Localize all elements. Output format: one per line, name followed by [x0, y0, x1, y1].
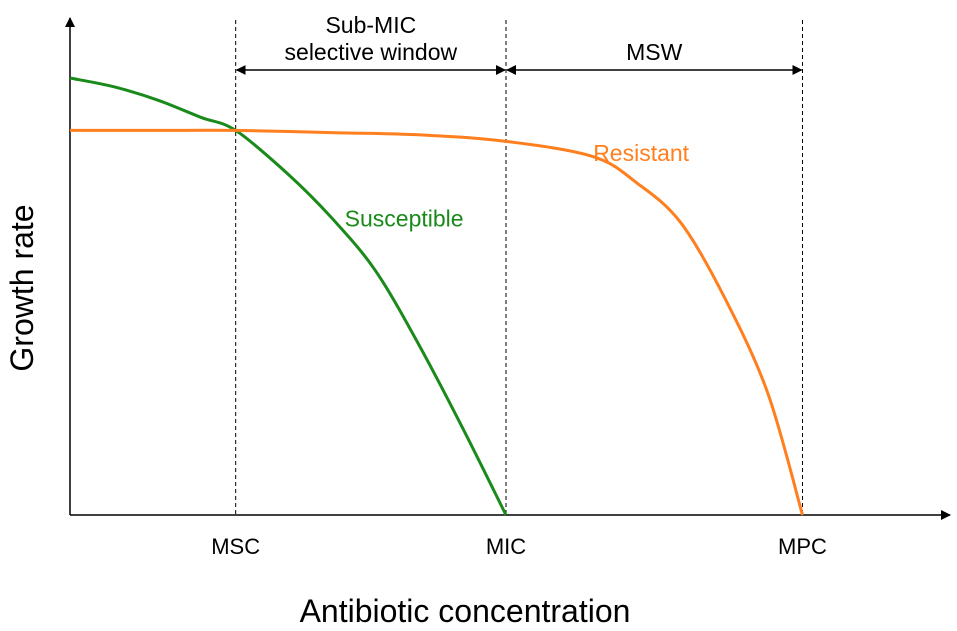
region-label-0-line-0: Sub-MIC: [325, 12, 416, 38]
tick-labels: MSC MIC MPC: [211, 534, 827, 559]
tick-label-msc: MSC: [211, 534, 260, 559]
series-label-susceptible: Susceptible: [345, 206, 464, 232]
region-label-1-line-0: MSW: [626, 39, 683, 65]
x-axis-label: Antibiotic concentration: [300, 593, 631, 629]
series-line-resistant: [70, 128, 804, 516]
series-labels: Susceptible Resistant: [345, 140, 690, 232]
y-axis-label: Growth rate: [4, 204, 40, 371]
series-label-resistant: Resistant: [593, 140, 689, 166]
region-label-0-line-1: selective window: [285, 39, 458, 65]
series-line-susceptible: [69, 76, 508, 516]
guide-lines: [235, 20, 803, 515]
tick-label-mpc: MPC: [778, 534, 827, 559]
series-group: [69, 76, 804, 516]
tick-label-mic: MIC: [486, 534, 526, 559]
